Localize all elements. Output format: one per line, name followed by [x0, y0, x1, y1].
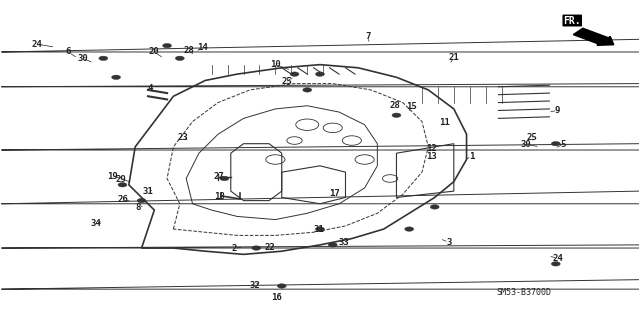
- FancyArrow shape: [573, 28, 614, 45]
- Text: 1: 1: [469, 152, 474, 161]
- Text: 30: 30: [520, 140, 531, 149]
- Circle shape: [252, 246, 260, 250]
- Circle shape: [316, 227, 324, 231]
- Text: 28: 28: [184, 46, 195, 55]
- Text: 11: 11: [439, 118, 450, 127]
- Text: 26: 26: [117, 196, 128, 204]
- Text: 20: 20: [149, 48, 160, 56]
- Text: 28: 28: [389, 101, 400, 110]
- Text: FR.: FR.: [586, 22, 602, 31]
- Text: SM53-B3700D: SM53-B3700D: [497, 288, 552, 297]
- Circle shape: [118, 182, 127, 187]
- Text: 2: 2: [232, 244, 237, 253]
- Circle shape: [316, 72, 324, 76]
- Text: 24: 24: [31, 40, 42, 48]
- Text: 21: 21: [449, 53, 459, 62]
- Text: 5: 5: [561, 140, 566, 149]
- Circle shape: [303, 88, 312, 92]
- Circle shape: [220, 176, 229, 181]
- Text: 18: 18: [214, 192, 225, 201]
- Text: 10: 10: [270, 60, 281, 69]
- Text: 34: 34: [90, 219, 101, 228]
- Text: 17: 17: [329, 189, 339, 198]
- Text: 13: 13: [426, 152, 437, 161]
- Text: 4: 4: [147, 84, 152, 93]
- Text: 31: 31: [143, 187, 154, 196]
- Text: 23: 23: [178, 133, 188, 142]
- Text: 22: 22: [265, 243, 276, 252]
- Text: 7: 7: [365, 32, 371, 41]
- Circle shape: [392, 113, 401, 117]
- Text: 19: 19: [108, 172, 118, 182]
- Circle shape: [137, 198, 146, 203]
- Circle shape: [290, 72, 299, 76]
- Text: 3: 3: [446, 238, 451, 247]
- Circle shape: [163, 43, 172, 48]
- Text: 24: 24: [552, 254, 563, 263]
- Circle shape: [551, 262, 560, 266]
- Circle shape: [404, 227, 413, 231]
- Circle shape: [99, 56, 108, 61]
- Text: 12: 12: [426, 144, 437, 153]
- Circle shape: [277, 284, 286, 288]
- Text: 9: 9: [555, 106, 561, 115]
- Text: 30: 30: [77, 54, 88, 63]
- Text: FR.: FR.: [563, 16, 581, 26]
- Text: 25: 25: [282, 77, 292, 85]
- Text: 8: 8: [136, 203, 141, 212]
- Circle shape: [430, 205, 439, 209]
- Text: 6: 6: [66, 48, 71, 56]
- Text: 32: 32: [249, 280, 260, 290]
- Circle shape: [175, 56, 184, 61]
- Text: 16: 16: [271, 293, 282, 301]
- Text: 31: 31: [314, 225, 324, 234]
- Text: 25: 25: [527, 133, 538, 142]
- Text: 29: 29: [116, 174, 127, 184]
- Text: 27: 27: [214, 172, 225, 182]
- Circle shape: [328, 243, 337, 247]
- Text: 33: 33: [339, 238, 349, 247]
- Circle shape: [111, 75, 120, 79]
- Text: 14: 14: [196, 43, 207, 52]
- Circle shape: [551, 141, 560, 146]
- Text: 15: 15: [406, 102, 417, 111]
